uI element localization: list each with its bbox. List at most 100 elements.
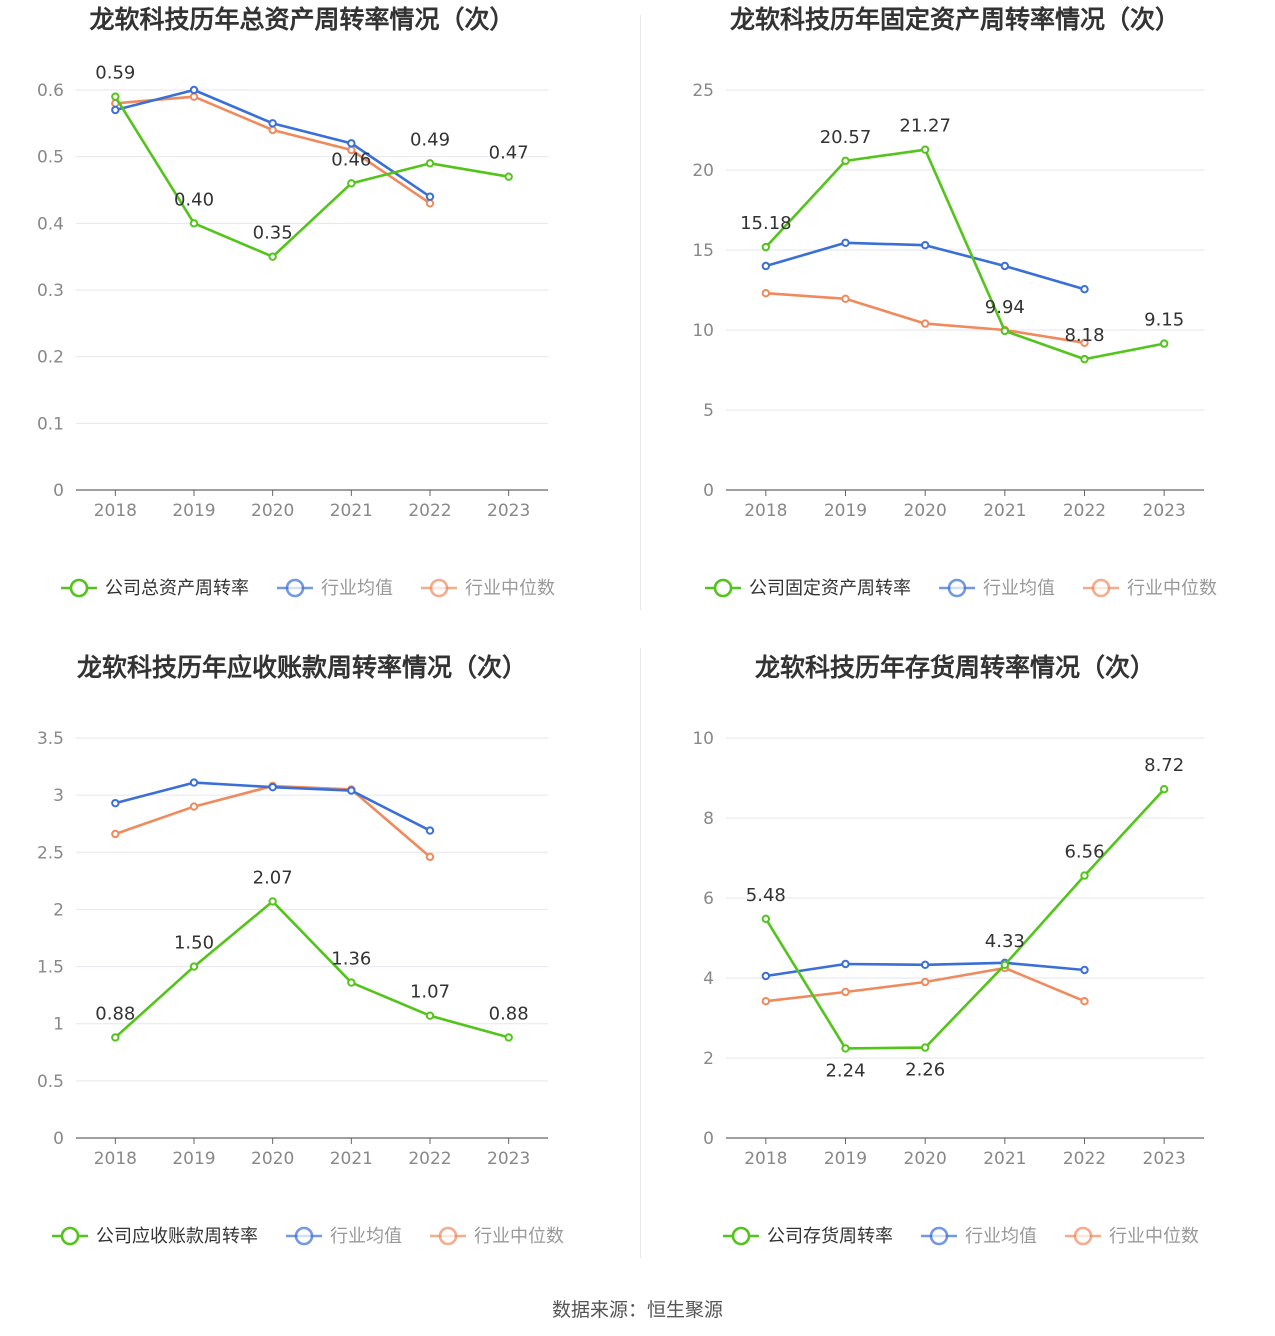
data-label: 1.50: [174, 933, 214, 954]
legend-label-company: 公司固定资产周转率: [749, 578, 911, 599]
y-tick-label: 10: [692, 321, 714, 341]
data-point-average: [1080, 965, 1089, 975]
data-point-average: [111, 105, 120, 115]
data-point-average: [920, 241, 930, 250]
data-point-median: [761, 997, 771, 1006]
data-point-average: [425, 192, 435, 201]
y-tick-label: 5: [703, 401, 714, 421]
data-label: 8.18: [1064, 325, 1104, 346]
data-point-company: [920, 145, 930, 154]
legend-label-median: 行业中位数: [1109, 1226, 1199, 1247]
x-tick-label: 2018: [744, 1149, 787, 1169]
data-label: 0.59: [95, 63, 135, 84]
data-point-median: [841, 294, 850, 303]
data-point-median: [920, 977, 930, 987]
legend-label-median: 行业中位数: [465, 578, 555, 599]
legend-swatch-marker-average: [929, 1226, 949, 1246]
data-point-median: [111, 829, 120, 839]
x-tick-label: 2019: [824, 501, 867, 521]
data-point-company: [761, 242, 771, 252]
x-tick-label: 2021: [983, 1149, 1026, 1169]
y-tick-label: 15: [692, 241, 714, 261]
chart-title: 龙软科技历年存货周转率情况（次）: [755, 653, 1155, 682]
data-point-company: [841, 156, 850, 166]
legend-swatch-marker-average: [947, 578, 967, 598]
legend-swatch-marker-company: [713, 578, 733, 598]
legend-swatch-marker-average: [294, 1226, 314, 1246]
data-point-average: [761, 261, 771, 271]
y-tick-label: 1.5: [37, 958, 64, 978]
series-line-company: [114, 95, 509, 258]
data-point-median: [841, 987, 850, 997]
data-label: 0.49: [410, 129, 450, 150]
legend-label-company: 公司总资产周转率: [105, 578, 249, 599]
legend-swatch-marker-median: [1073, 1226, 1093, 1246]
x-tick-label: 2019: [172, 1149, 215, 1169]
data-label: 1.07: [410, 982, 450, 1003]
y-tick-label: 2: [53, 900, 64, 920]
data-label: 5.48: [746, 885, 786, 906]
data-label: 0.88: [489, 1003, 529, 1024]
y-tick-label: 20: [692, 161, 714, 181]
y-tick-label: 6: [703, 889, 714, 909]
panel-divider-top: [640, 15, 641, 610]
series-line-company: [764, 788, 1166, 1050]
data-label: 0.35: [253, 223, 293, 244]
data-point-company: [1080, 871, 1089, 880]
chart-svg: 龙软科技历年应收账款周转率情况（次） 0 0.5 1 1.5 2 2.5 3 3.5 2018 20…: [37, 653, 564, 1247]
data-point-median: [189, 92, 199, 101]
y-tick-label: 4: [703, 969, 714, 989]
data-point-average: [841, 959, 850, 969]
x-tick-label: 2022: [1063, 1149, 1106, 1169]
data-point-average: [1080, 285, 1089, 294]
legend-label-company: 公司应收账款周转率: [96, 1226, 258, 1247]
x-tick-label: 2021: [330, 501, 373, 521]
data-point-median: [1080, 997, 1089, 1006]
chart-title: 龙软科技历年应收账款周转率情况（次）: [77, 653, 527, 682]
y-tick-label: 8: [703, 809, 714, 829]
chart-title: 龙软科技历年总资产周转率情况（次）: [89, 5, 514, 34]
legend-label-average: 行业均值: [321, 578, 393, 599]
data-label: 2.24: [825, 1060, 865, 1081]
x-tick-label: 2023: [1143, 1149, 1186, 1169]
panel-divider-bottom: [640, 648, 641, 1258]
data-point-average: [920, 960, 930, 969]
data-label: 1.36: [331, 949, 371, 970]
y-tick-label: 0: [53, 481, 64, 501]
data-label: 0.47: [489, 143, 529, 164]
data-point-company: [1159, 339, 1169, 348]
x-tick-label: 2019: [172, 501, 215, 521]
data-point-company: [1000, 960, 1010, 969]
data-point-company: [1000, 326, 1010, 336]
data-label: 4.33: [985, 931, 1025, 952]
x-tick-label: 2020: [904, 1149, 947, 1169]
x-tick-label: 2020: [904, 501, 947, 521]
data-point-company: [268, 252, 277, 261]
y-tick-label: 3.5: [37, 729, 64, 749]
x-tick-label: 2018: [94, 501, 137, 521]
chart-panel-total-asset-turnover: 龙软科技历年总资产周转率情况（次） 0 0.1 0.2 0.3 0.4 0.5 0.6 2018…: [0, 0, 637, 645]
y-tick-label: 2.5: [37, 843, 64, 863]
data-point-company: [347, 978, 356, 987]
series-line-average: [115, 88, 431, 198]
y-tick-label: 0.3: [37, 281, 64, 301]
y-tick-label: 0.5: [37, 148, 64, 168]
y-tick-label: 0: [53, 1129, 64, 1149]
chart-panel-receivables-turnover: 龙软科技历年应收账款周转率情况（次） 0 0.5 1 1.5 2 2.5 3 3.5 2018 20…: [0, 648, 637, 1293]
data-point-company: [425, 1011, 435, 1020]
x-tick-label: 2022: [408, 1149, 451, 1169]
data-label: 2.26: [905, 1060, 945, 1081]
x-tick-label: 2023: [487, 1149, 530, 1169]
chart-svg: 龙软科技历年存货周转率情况（次） 0 2 4 6 8 10 2018 2019 2020 2021 2…: [692, 653, 1204, 1247]
series-line-median: [765, 291, 1085, 345]
y-tick-label: 0.1: [37, 414, 64, 434]
chart-title: 龙软科技历年固定资产周转率情况（次）: [730, 5, 1180, 34]
data-label: 8.72: [1144, 755, 1184, 776]
data-point-median: [1080, 338, 1089, 347]
legend-label-median: 行业中位数: [474, 1226, 564, 1247]
y-tick-label: 1: [53, 1015, 64, 1035]
legend-swatch-marker-median: [1091, 578, 1111, 598]
data-point-average: [425, 826, 435, 835]
data-point-median: [268, 125, 277, 135]
data-point-company: [920, 1043, 930, 1052]
